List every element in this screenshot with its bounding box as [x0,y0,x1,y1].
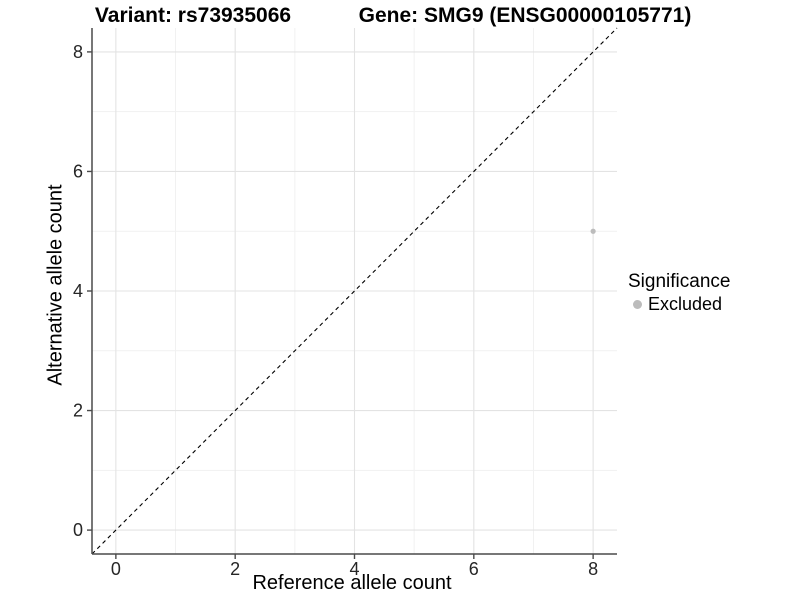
legend: Significance Excluded [628,271,730,315]
y-tick-label: 0 [73,520,83,540]
y-tick-label: 4 [73,281,83,301]
y-axis-title: Alternative allele count [44,184,67,386]
y-tick-label: 2 [73,401,83,421]
x-tick-label: 6 [469,559,479,579]
y-tick-label: 6 [73,161,83,181]
x-axis-title: Reference allele count [252,572,452,594]
identity-dashed-line [91,27,618,555]
legend-item-excluded: Excluded [628,293,730,315]
legend-point-icon [633,300,642,310]
x-tick-label: 4 [349,559,359,579]
data-point [590,228,596,234]
legend-title: Significance [628,271,731,292]
x-tick-label: 0 [111,559,121,579]
legend-item-label: Excluded [648,293,723,314]
variant-title: Variant: rs73935066 [94,4,292,27]
gene-title: Gene: SMG9 (ENSG00000105771) [358,4,692,27]
x-tick-label: 2 [230,559,240,579]
x-tick-label: 8 [588,559,598,579]
y-tick-label: 8 [73,42,83,62]
